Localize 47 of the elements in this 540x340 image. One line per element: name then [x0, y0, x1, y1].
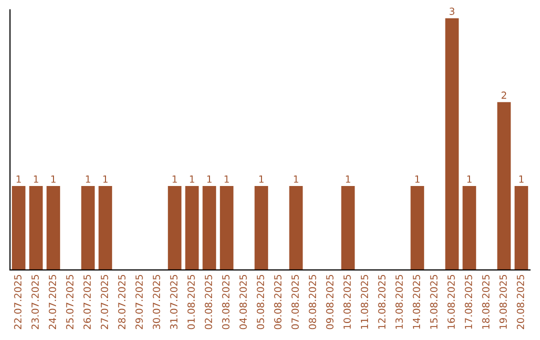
data-label: 1	[103, 176, 108, 183]
x-tick-label: 27.07.2025	[100, 274, 108, 330]
x-tick-label: 29.07.2025	[135, 274, 143, 330]
data-label: 2	[502, 92, 506, 99]
data-label: 1	[224, 176, 229, 183]
data-label: 3	[450, 8, 454, 15]
x-tick-label: 09.08.2025	[326, 274, 334, 330]
x-tick-label: 22.07.2025	[14, 274, 22, 330]
data-label: 1	[172, 176, 177, 183]
x-tick-label: 03.08.2025	[222, 274, 230, 330]
x-tick-label: 06.08.2025	[274, 274, 282, 330]
x-tick-label: 07.08.2025	[291, 274, 299, 330]
x-tick-label: 08.08.2025	[308, 274, 316, 330]
data-label: 1	[86, 176, 90, 183]
x-tick-label: 11.08.2025	[360, 274, 368, 329]
x-tick-label: 02.08.2025	[204, 274, 212, 330]
x-tick-label: 10.08.2025	[343, 274, 351, 329]
x-tick-label: 13.08.2025	[395, 274, 403, 329]
x-tick-label: 05.08.2025	[256, 274, 264, 330]
x-tick-label: 23.07.2025	[31, 274, 39, 330]
x-tick-label: 24.07.2025	[48, 274, 56, 330]
x-tick-label: 15.08.2025	[430, 274, 438, 329]
data-label: 1	[207, 176, 212, 183]
x-tick-label: 26.07.2025	[83, 274, 91, 330]
x-tick-label: 30.07.2025	[152, 274, 160, 330]
data-label: 1	[415, 176, 420, 183]
data-label: 1	[259, 176, 264, 183]
x-tick-label: 01.08.2025	[187, 274, 195, 330]
data-label: 1	[519, 176, 524, 183]
data-label: 1	[16, 176, 21, 183]
x-tick-label: 18.08.2025	[482, 274, 490, 329]
data-label: 1	[294, 176, 298, 183]
x-tick-label: 17.08.2025	[464, 274, 472, 329]
data-label: 1	[467, 176, 472, 183]
x-tick-label: 04.08.2025	[239, 274, 247, 330]
x-tick-label: 19.08.2025	[499, 274, 507, 329]
data-label: 1	[34, 176, 38, 183]
data-label: 1	[346, 176, 350, 183]
data-label: 1	[51, 176, 56, 183]
x-tick-label: 25.07.2025	[66, 274, 74, 330]
x-tick-label: 16.08.2025	[447, 274, 455, 329]
data-label: 1	[190, 176, 194, 183]
x-tick-label: 14.08.2025	[412, 274, 420, 329]
x-tick-label: 12.08.2025	[378, 274, 386, 329]
x-tick-label: 28.07.2025	[118, 274, 126, 330]
x-tick-label: 20.08.2025	[516, 274, 524, 330]
x-tick-label: 31.07.2025	[170, 274, 178, 330]
